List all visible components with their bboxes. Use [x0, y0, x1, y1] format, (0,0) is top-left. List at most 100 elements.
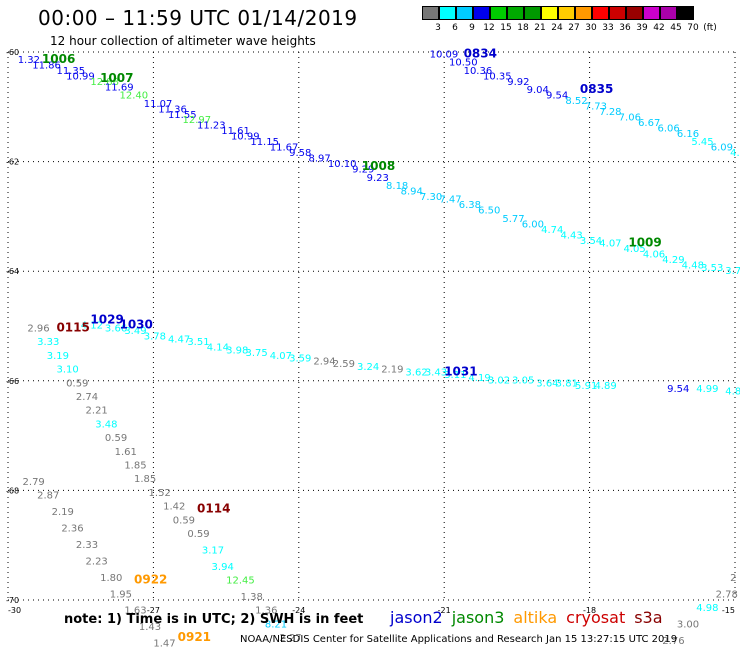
color-scale-label: 24 — [551, 23, 563, 33]
color-scale-label: 33 — [602, 23, 614, 33]
wave-height-label: 11.61 — [221, 126, 250, 137]
wave-height-label: 1.85 — [134, 474, 156, 485]
wave-height-label: 1.32 — [18, 55, 40, 66]
color-scale-label: 9 — [469, 23, 475, 33]
pass-time-label: 0835 — [580, 82, 613, 96]
page-title: 00:00 – 11:59 UTC 01/14/2019 — [38, 6, 358, 30]
wave-height-label: 2.78 — [716, 589, 738, 600]
wave-height-label: 7.06 — [619, 113, 641, 124]
wave-height-label: 9.54 — [667, 384, 689, 395]
wave-height-label: 3.64 — [536, 378, 558, 389]
wave-height-label: 4.74 — [541, 225, 563, 236]
satellite-legend: jason2 jason3 altika cryosat s3a — [390, 608, 672, 627]
wave-height-label: 6.16 — [677, 129, 699, 140]
wave-height-label: 5.45 — [691, 137, 713, 148]
latitude-tick-label: -62 — [6, 158, 19, 167]
wave-height-label: 3.02 — [488, 376, 510, 387]
wave-height-label: 10.50 — [449, 58, 478, 69]
color-scale-label: (ft) — [703, 23, 717, 33]
wave-height-label: 3.05 — [512, 376, 534, 387]
pass-time-label: 0115 — [56, 320, 89, 334]
color-scale-label: 6 — [452, 23, 458, 33]
wave-height-label: 3.81 — [556, 378, 578, 389]
color-swatch — [643, 6, 660, 20]
wave-height-label: 11.07 — [144, 99, 173, 110]
color-swatch — [660, 6, 677, 20]
wave-height-label: 3.66 — [105, 323, 127, 334]
color-swatch — [558, 6, 575, 20]
wave-height-label: 3.54 — [580, 236, 602, 247]
wave-height-label: 12.97 — [182, 115, 211, 126]
pass-time-label: 0921 — [178, 630, 211, 644]
wave-height-label: 4.99 — [696, 384, 718, 395]
pass-time-label: 0114 — [197, 501, 230, 515]
wave-height-label: 6.50 — [478, 206, 500, 217]
color-swatch — [422, 6, 439, 20]
color-swatch — [609, 6, 626, 20]
wave-height-label: 1.95 — [110, 589, 132, 600]
legend-entry-altika: altika — [513, 608, 558, 627]
wave-height-label: 7.30 — [420, 192, 442, 203]
wave-height-label: 9.58 — [289, 148, 311, 159]
wave-height-label: 2 — [730, 573, 736, 584]
wave-height-label: 3.17 — [202, 545, 224, 556]
latitude-tick-label: -60 — [6, 48, 19, 57]
wave-height-label: 4.29 — [662, 255, 684, 266]
latitude-tick-label: -68 — [6, 486, 19, 495]
map-grid — [7, 51, 736, 601]
wave-height-label: 1.52 — [149, 488, 171, 499]
longitude-tick-label: -24 — [292, 606, 305, 615]
color-swatch — [592, 6, 609, 20]
wave-height-label: 4.98 — [730, 148, 740, 159]
wave-height-label: 8.94 — [401, 186, 423, 197]
wave-height-label: 4.89 — [725, 387, 740, 398]
wave-height-label: 2.36 — [61, 524, 83, 535]
wave-height-label: 12.88 — [90, 77, 119, 88]
wave-height-label: 0.59 — [105, 433, 127, 444]
wave-height-label: 11.55 — [168, 110, 197, 121]
wave-height-label: 4.89 — [594, 381, 616, 392]
wave-height-label: 0.59 — [66, 378, 88, 389]
wave-height-label: 7.47 — [439, 195, 461, 206]
wave-height-label: 2.19 — [381, 365, 403, 376]
color-scale-label: 3 — [435, 23, 441, 33]
wave-height-label: 10.99 — [231, 132, 260, 143]
wave-height-label: 11.23 — [197, 121, 226, 132]
pass-time-label: 1007 — [100, 71, 133, 85]
pass-time-label: 1031 — [444, 364, 477, 378]
pass-time-label: 1030 — [119, 318, 152, 332]
wave-height-label: 3.94 — [212, 562, 234, 573]
color-scale-label: 21 — [534, 23, 546, 33]
color-scale-label: 18 — [517, 23, 529, 33]
wave-height-label: 4.07 — [599, 239, 621, 250]
wave-height-label: 4.07 — [270, 351, 292, 362]
color-swatch — [507, 6, 524, 20]
page-subtitle: 12 hour collection of altimeter wave hei… — [50, 34, 316, 48]
pass-time-label: 1009 — [628, 236, 661, 250]
wave-height-label: 1.36 — [255, 606, 277, 617]
wave-height-label: 6.38 — [459, 200, 481, 211]
wave-height-label: 2.94 — [313, 356, 335, 367]
wave-height-label: 1.43 — [139, 622, 161, 633]
color-swatch — [677, 6, 694, 20]
pass-time-label: 1029 — [90, 312, 123, 326]
wave-height-label: 10.09 — [430, 49, 459, 60]
wave-height-label: 4.19 — [468, 373, 490, 384]
wave-height-label: 2.33 — [76, 540, 98, 551]
color-swatch — [439, 6, 456, 20]
wave-height-label: 9.54 — [546, 91, 568, 102]
wave-height-label: 3.51 — [187, 337, 209, 348]
wave-height-label: 2.19 — [52, 507, 74, 518]
color-scale-label: 39 — [636, 23, 648, 33]
wave-height-label: 1.80 — [100, 573, 122, 584]
wave-height-label: 4.06 — [643, 250, 665, 261]
wave-height-values: 1.3211.8611.3510.9912.8811.6912.4011.071… — [18, 49, 740, 649]
wave-height-label: 10.35 — [483, 71, 512, 82]
wave-height-label: 1.42 — [163, 502, 185, 513]
color-scale-label: 27 — [568, 23, 580, 33]
longitude-tick-label: -18 — [583, 606, 596, 615]
wave-height-label: 2.21 — [86, 406, 108, 417]
wave-height-label: 3.78 — [144, 332, 166, 343]
color-swatch — [473, 6, 490, 20]
wave-height-label: 12.40 — [119, 91, 148, 102]
